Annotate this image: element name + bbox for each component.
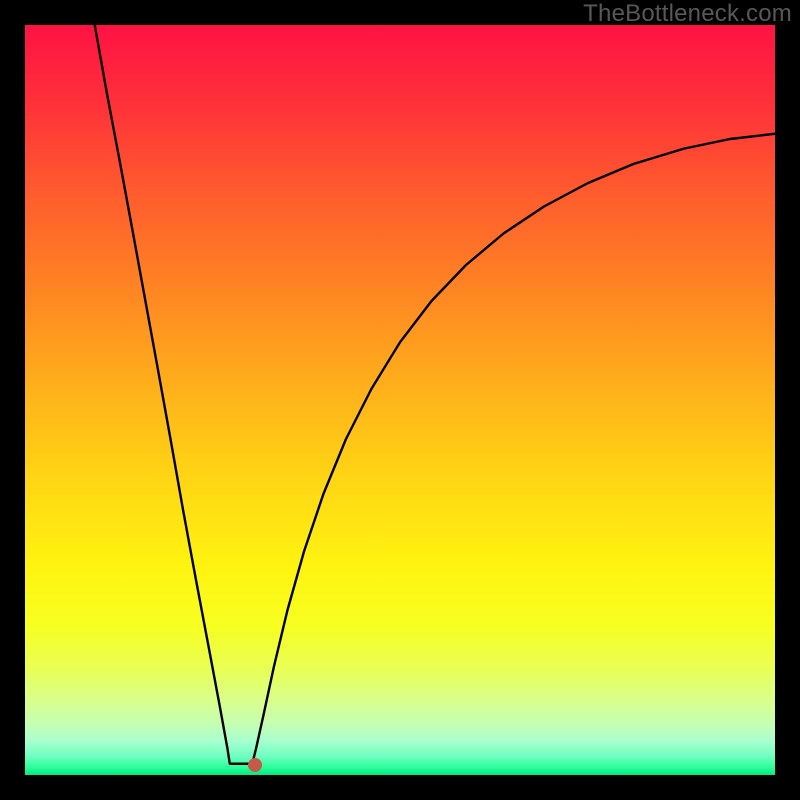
curve-path: [95, 25, 775, 764]
plot-area: [25, 25, 775, 775]
bottleneck-curve: [25, 25, 775, 775]
valley-marker-dot: [248, 758, 262, 772]
watermark-text: TheBottleneck.com: [583, 0, 792, 28]
